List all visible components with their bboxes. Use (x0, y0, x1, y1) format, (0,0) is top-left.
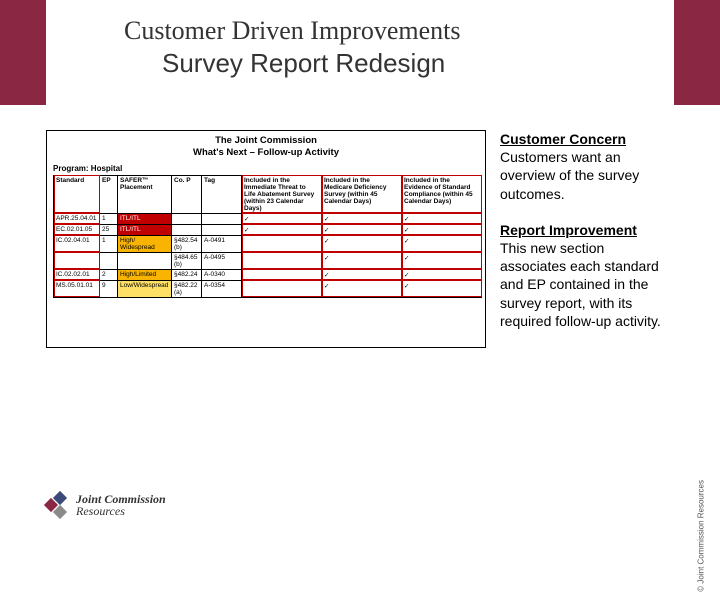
report-improvement-body: This new section associates each standar… (500, 239, 674, 330)
cell-safer (118, 252, 172, 269)
table-row: APR.25.04.011ITL/ITL✓✓✓ (54, 213, 482, 224)
cell-itl (242, 280, 322, 297)
footer-logo: Joint Commission Resources (46, 493, 166, 518)
cell-ep: 25 (100, 224, 118, 235)
cell-esc: ✓ (402, 235, 482, 252)
cell-tag: A-0491 (202, 235, 242, 252)
cell-tag: A-0495 (202, 252, 242, 269)
customer-concern-body: Customers want an overview of the survey… (500, 148, 674, 203)
program-value: Hospital (91, 164, 123, 173)
cell-safer: High/ Widespread (118, 235, 172, 252)
followup-table: StandardEPSAFER™ PlacementCo. PTagInclud… (53, 175, 482, 298)
cell-medicare: ✓ (322, 252, 402, 269)
cell-ep (100, 252, 118, 269)
cell-cop (172, 224, 202, 235)
cell-safer: Low/Widespread (118, 280, 172, 297)
cell-tag (202, 213, 242, 224)
cell-cop: §482.54(b) (172, 235, 202, 252)
report-title-l2: What's Next – Follow-up Activity (193, 147, 339, 158)
cell-esc: ✓ (402, 213, 482, 224)
customer-concern-head: Customer Concern (500, 130, 674, 148)
table-row: §484.65(b)A-0495 ✓✓ (54, 252, 482, 269)
table-row: MS.05.01.019Low/Widespread§482.22(a)A-03… (54, 280, 482, 297)
cell-standard (54, 252, 100, 269)
cell-medicare: ✓ (322, 213, 402, 224)
cell-cop: §484.65(b) (172, 252, 202, 269)
report-improvement-head: Report Improvement (500, 221, 674, 239)
cell-medicare: ✓ (322, 269, 402, 280)
cell-tag: A-0340 (202, 269, 242, 280)
col-header: Tag (202, 175, 242, 213)
cell-medicare: ✓ (322, 235, 402, 252)
cell-medicare: ✓ (322, 224, 402, 235)
cell-esc: ✓ (402, 224, 482, 235)
program-label: Program: (53, 164, 89, 173)
cell-ep: 1 (100, 213, 118, 224)
cell-ep: 9 (100, 280, 118, 297)
cell-cop: §482.24 (172, 269, 202, 280)
logo-mark-icon (46, 493, 70, 517)
report-title: The Joint Commission What's Next – Follo… (53, 135, 479, 160)
cell-itl: ✓ (242, 224, 322, 235)
cell-itl: ✓ (242, 213, 322, 224)
cell-safer: High/Limited (118, 269, 172, 280)
sidebar: Customer Concern Customers want an overv… (500, 130, 674, 348)
cell-cop (172, 213, 202, 224)
report-panel: The Joint Commission What's Next – Follo… (46, 130, 486, 348)
col-header: Included in the Immediate Threat to Life… (242, 175, 322, 213)
header-inner: Customer Driven Improvements Survey Repo… (46, 0, 674, 105)
cell-standard: IC.02.02.01 (54, 269, 100, 280)
cell-standard: EC.02.01.05 (54, 224, 100, 235)
cell-itl (242, 252, 322, 269)
cell-standard: IC.02.04.01 (54, 235, 100, 252)
cell-tag: A-0354 (202, 280, 242, 297)
content-area: The Joint Commission What's Next – Follo… (46, 130, 674, 348)
cell-itl (242, 269, 322, 280)
customer-concern-block: Customer Concern Customers want an overv… (500, 130, 674, 203)
cell-esc: ✓ (402, 280, 482, 297)
cell-tag (202, 224, 242, 235)
cell-itl (242, 235, 322, 252)
cell-ep: 2 (100, 269, 118, 280)
cell-standard: APR.25.04.01 (54, 213, 100, 224)
page-title-line1: Customer Driven Improvements (124, 16, 674, 46)
cell-cop: §482.22(a) (172, 280, 202, 297)
page-title-line2: Survey Report Redesign (162, 48, 674, 79)
col-header: Standard (54, 175, 100, 213)
report-improvement-block: Report Improvement This new section asso… (500, 221, 674, 330)
cell-safer: ITL/ITL (118, 224, 172, 235)
col-header: EP (100, 175, 118, 213)
report-title-l1: The Joint Commission (215, 135, 317, 146)
table-row: IC.02.04.011High/ Widespread§482.54(b)A-… (54, 235, 482, 252)
table-header-row: StandardEPSAFER™ PlacementCo. PTagInclud… (54, 175, 482, 213)
program-row: Program: Hospital (53, 164, 479, 173)
cell-standard: MS.05.01.01 (54, 280, 100, 297)
table-row: IC.02.02.012High/Limited§482.24A-0340 ✓✓ (54, 269, 482, 280)
col-header: Co. P (172, 175, 202, 213)
logo-line2: Resources (76, 505, 166, 518)
col-header: Included in the Evidence of Standard Com… (402, 175, 482, 213)
logo-text: Joint Commission Resources (76, 493, 166, 518)
table-row: EC.02.01.0525ITL/ITL✓✓✓ (54, 224, 482, 235)
cell-ep: 1 (100, 235, 118, 252)
copyright-text: © Joint Commission Resources (697, 480, 706, 592)
cell-medicare: ✓ (322, 280, 402, 297)
col-header: Included in the Medicare Deficiency Surv… (322, 175, 402, 213)
col-header: SAFER™ Placement (118, 175, 172, 213)
cell-esc: ✓ (402, 252, 482, 269)
cell-safer: ITL/ITL (118, 213, 172, 224)
cell-esc: ✓ (402, 269, 482, 280)
